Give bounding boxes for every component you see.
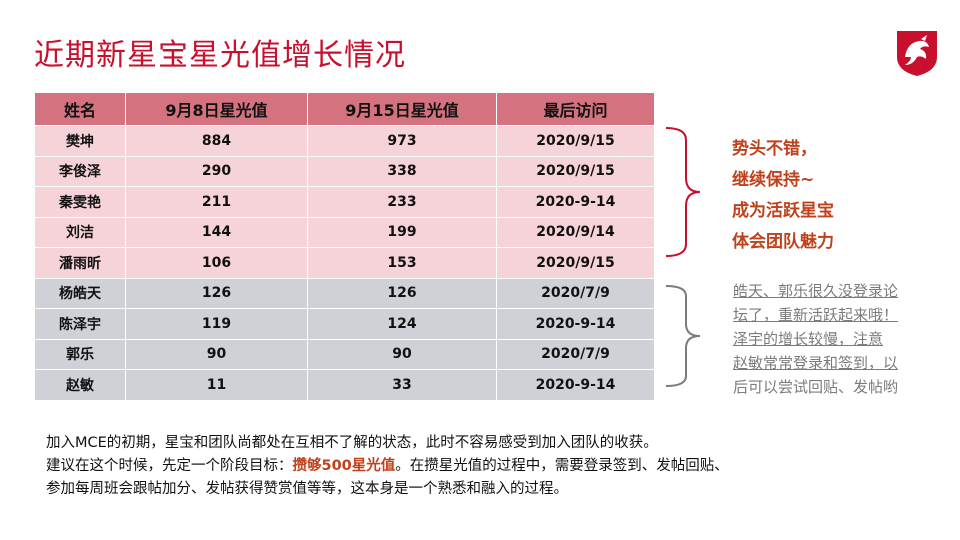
footer-line: 加入MCE的初期，星宝和团队尚都处在互相不了解的状态，此时不容易感受到加入团队的… [46, 435, 658, 451]
cell-sep8: 106 [125, 247, 308, 279]
table-row: 樊坤 884 973 2020/9/15 [34, 125, 655, 157]
cell-sep15: 126 [307, 277, 497, 309]
cell-sep8: 290 [125, 155, 308, 187]
cell-last-visit: 2020/9/15 [496, 125, 655, 157]
cell-name: 秦雯艳 [34, 186, 126, 218]
table-row: 秦雯艳 211 233 2020-9-14 [34, 186, 655, 218]
note-active: 势头不错， 继续保持~ 成为活跃星宝 体会团队魅力 [732, 134, 834, 258]
cell-name: 陈泽宇 [34, 308, 126, 340]
note-active-line: 继续保持~ [732, 170, 815, 190]
cell-sep15: 124 [307, 308, 497, 340]
footer-goal-highlight: 攒够500星光值 [292, 458, 396, 474]
cell-last-visit: 2020/7/9 [496, 277, 655, 309]
cell-name: 赵敏 [34, 369, 126, 401]
cell-last-visit: 2020/9/15 [496, 247, 655, 279]
note-inactive-line: 赵敏常常登录和签到，以 [733, 354, 899, 372]
cell-name: 樊坤 [34, 125, 126, 157]
cell-name: 李俊泽 [34, 155, 126, 187]
cell-sep8: 90 [125, 338, 308, 370]
footer-text: 。在攒星光值的过程中，需要登录签到、发帖回贴、 [395, 458, 729, 474]
cell-name: 郭乐 [34, 338, 126, 370]
table-row: 郭乐 90 90 2020/7/9 [34, 338, 655, 370]
cell-sep15: 338 [307, 155, 497, 187]
starlight-table: 姓名 9月8日星光值 9月15日星光值 最后访问 樊坤 884 973 2020… [34, 92, 655, 401]
cell-sep8: 126 [125, 277, 308, 309]
footer-line: 参加每周班会跟帖加分、发帖获得赞赏值等等，这本身是一个熟悉和融入的过程。 [46, 481, 568, 497]
table-header-row: 姓名 9月8日星光值 9月15日星光值 最后访问 [34, 92, 655, 126]
table-row: 李俊泽 290 338 2020/9/15 [34, 155, 655, 187]
cell-sep8: 884 [125, 125, 308, 157]
footer-advice: 加入MCE的初期，星宝和团队尚都处在互相不了解的状态，此时不容易感受到加入团队的… [46, 432, 946, 501]
cell-sep15: 33 [307, 369, 497, 401]
note-active-line: 成为活跃星宝 [732, 201, 834, 221]
note-inactive-line: 后可以尝试回贴、发帖哟 [733, 378, 899, 396]
cell-sep15: 233 [307, 186, 497, 218]
brace-bad-icon [665, 285, 701, 387]
cell-sep8: 144 [125, 216, 308, 248]
brace-good-icon [665, 127, 701, 257]
cell-name: 潘雨昕 [34, 247, 126, 279]
cell-sep15: 153 [307, 247, 497, 279]
cell-name: 杨皓天 [34, 277, 126, 309]
cell-last-visit: 2020-9-14 [496, 308, 655, 340]
cell-sep15: 199 [307, 216, 497, 248]
page-title: 近期新星宝星光值增长情况 [34, 38, 406, 73]
header-sep8: 9月8日星光值 [125, 92, 308, 126]
table-row: 潘雨昕 106 153 2020/9/15 [34, 247, 655, 279]
note-active-line: 体会团队魅力 [732, 232, 834, 252]
cell-sep8: 11 [125, 369, 308, 401]
msi-dragon-logo-icon [897, 31, 937, 76]
note-inactive-line: 坛了，重新活跃起来哦！ [733, 306, 899, 324]
cell-last-visit: 2020-9-14 [496, 369, 655, 401]
table-row: 刘洁 144 199 2020/9/14 [34, 216, 655, 248]
cell-name: 刘洁 [34, 216, 126, 248]
cell-sep8: 211 [125, 186, 308, 218]
header-sep15: 9月15日星光值 [307, 92, 497, 126]
header-last-visit: 最后访问 [496, 92, 655, 126]
table-row: 杨皓天 126 126 2020/7/9 [34, 277, 655, 309]
note-inactive-line: 皓天、郭乐很久没登录论 [733, 282, 899, 300]
footer-text: 建议在这个时候，先定一个阶段目标： [46, 458, 293, 474]
cell-last-visit: 2020/7/9 [496, 338, 655, 370]
cell-last-visit: 2020/9/14 [496, 216, 655, 248]
cell-sep15: 90 [307, 338, 497, 370]
note-inactive: 皓天、郭乐很久没登录论 坛了，重新活跃起来哦！ 泽宇的增长较慢，注意 赵敏常常登… [733, 279, 955, 399]
note-inactive-line: 泽宇的增长较慢，注意 [733, 330, 884, 348]
cell-sep15: 973 [307, 125, 497, 157]
header-name: 姓名 [34, 92, 126, 126]
cell-last-visit: 2020/9/15 [496, 155, 655, 187]
table-row: 赵敏 11 33 2020-9-14 [34, 369, 655, 401]
cell-last-visit: 2020-9-14 [496, 186, 655, 218]
note-active-line: 势头不错， [732, 139, 817, 159]
footer-line: 建议在这个时候，先定一个阶段目标：攒够500星光值。在攒星光值的过程中，需要登录… [46, 455, 946, 478]
table-row: 陈泽宇 119 124 2020-9-14 [34, 308, 655, 340]
cell-sep8: 119 [125, 308, 308, 340]
